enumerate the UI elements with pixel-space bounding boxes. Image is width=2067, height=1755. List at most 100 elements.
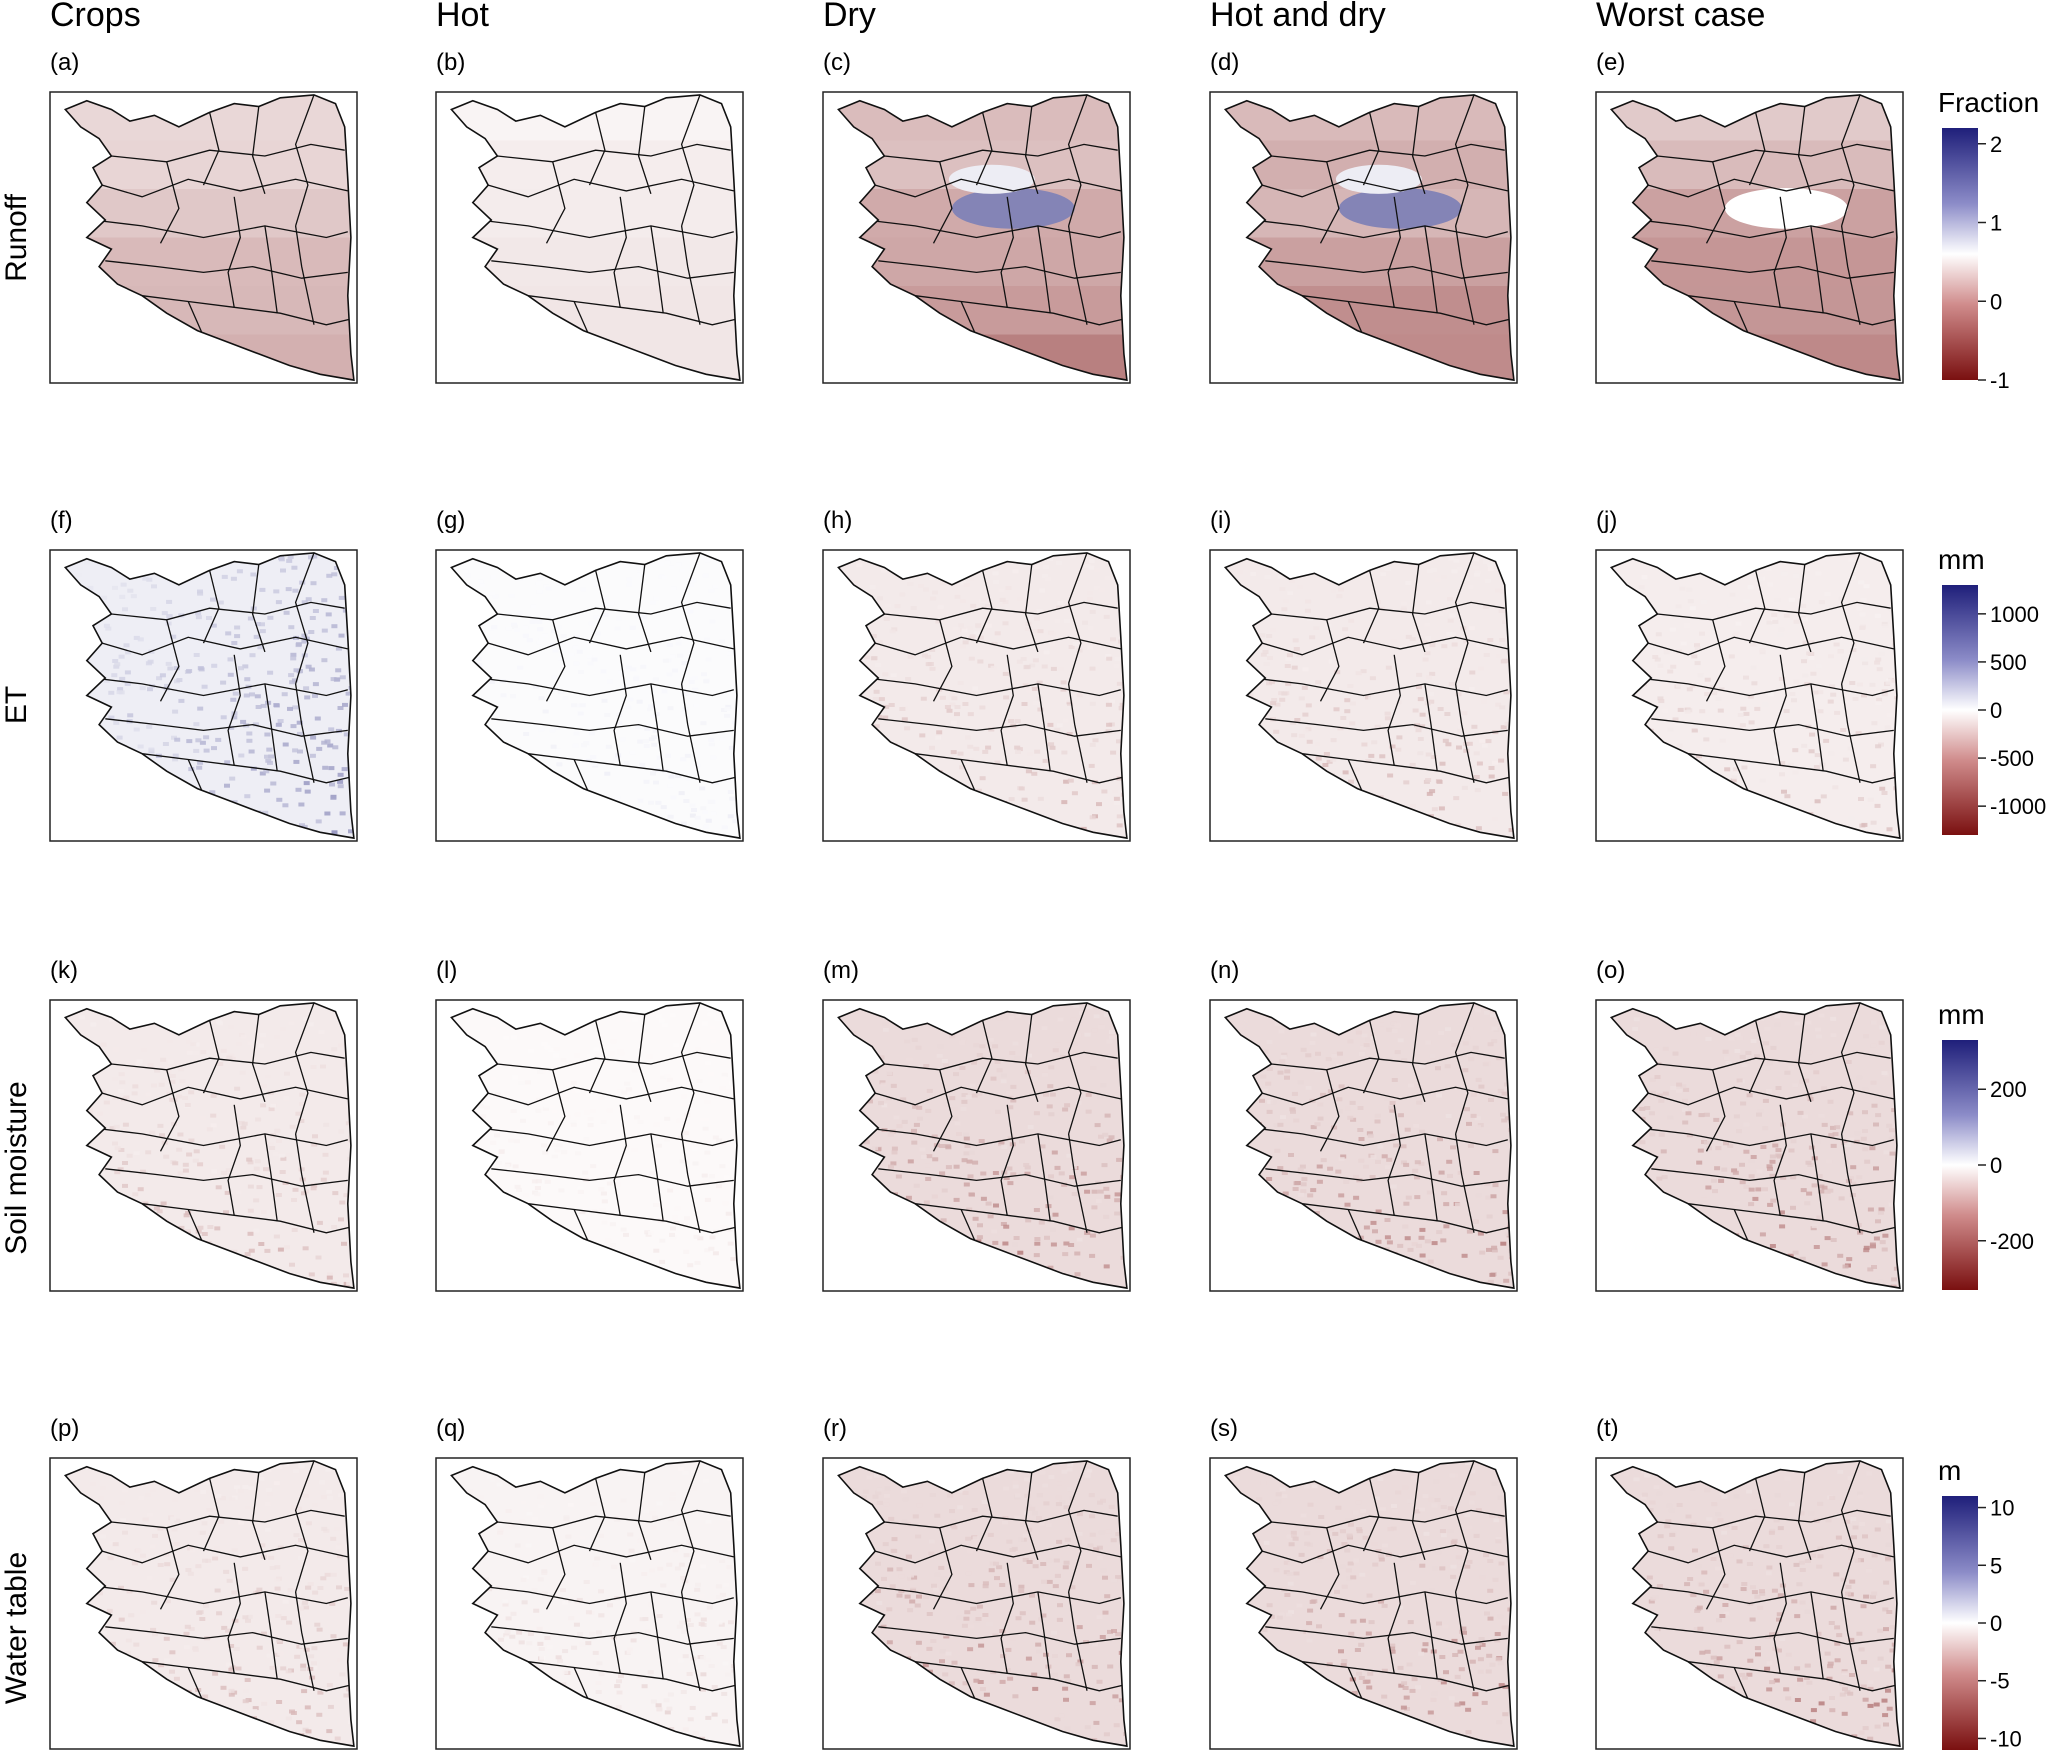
legend-tick-label: -200 bbox=[1990, 1229, 2034, 1254]
legend-tick-label: -1 bbox=[1990, 368, 2010, 393]
basin-boundary bbox=[1733, 301, 1751, 337]
basin-boundary bbox=[1657, 601, 1891, 621]
legend-title: Fraction bbox=[1938, 87, 2039, 118]
basin-boundary bbox=[142, 753, 352, 784]
map-panel-b: (b) bbox=[435, 49, 744, 384]
legend-tick-label: 0 bbox=[1990, 698, 2002, 723]
basin-boundary bbox=[960, 759, 978, 795]
basin-boundary bbox=[1302, 1203, 1512, 1234]
basin-boundary bbox=[975, 112, 993, 186]
basin-boundary bbox=[264, 683, 278, 772]
basin-boundary bbox=[915, 295, 1125, 326]
basin-boundary bbox=[92, 1585, 348, 1605]
basin-boundary bbox=[142, 295, 352, 326]
basin-boundary bbox=[1265, 260, 1508, 279]
basin-boundary bbox=[1024, 106, 1039, 195]
basin-boundary bbox=[251, 1472, 266, 1561]
basin-boundary bbox=[573, 1667, 591, 1703]
basin-boundary bbox=[588, 1478, 606, 1552]
basin-boundary bbox=[528, 295, 738, 326]
basin-boundary bbox=[1411, 106, 1426, 195]
basin-boundary bbox=[1037, 683, 1051, 772]
basin-boundary bbox=[932, 1527, 953, 1610]
basin-boundary bbox=[1037, 1133, 1051, 1222]
basin-boundary bbox=[932, 619, 953, 702]
basin-boundary bbox=[1411, 564, 1426, 653]
legend-tick-label: 0 bbox=[1990, 289, 2002, 314]
basin-boundary bbox=[1262, 1544, 1508, 1564]
basin-boundary bbox=[878, 1168, 1121, 1187]
basin-boundary bbox=[491, 260, 734, 279]
basin-boundary bbox=[294, 1002, 315, 1135]
basin-boundary bbox=[637, 106, 652, 195]
basin-boundary bbox=[545, 1527, 566, 1610]
map-panel-o: (o) bbox=[1595, 957, 1904, 1292]
basin-boundary bbox=[111, 143, 345, 163]
map-fill bbox=[65, 552, 354, 839]
basin-boundary bbox=[1319, 161, 1340, 244]
basin-boundary bbox=[227, 196, 241, 308]
basin-boundary bbox=[1262, 636, 1508, 656]
panel-tag-j: (j) bbox=[1596, 507, 1617, 534]
basin-boundary bbox=[1347, 759, 1365, 795]
basin-boundary bbox=[1067, 683, 1088, 783]
basin-boundary bbox=[478, 1127, 734, 1147]
basin-boundary bbox=[202, 570, 220, 644]
panel-frame bbox=[49, 999, 358, 1292]
basin-boundary bbox=[1810, 1591, 1824, 1680]
panel-tag-q: (q) bbox=[436, 1415, 465, 1442]
basin-boundary bbox=[1362, 570, 1380, 644]
panel-tag-l: (l) bbox=[436, 957, 457, 984]
basin-boundary bbox=[1347, 1667, 1365, 1703]
basin-boundary bbox=[1840, 552, 1861, 685]
basin-boundary bbox=[1797, 106, 1812, 195]
basin-boundary bbox=[1252, 677, 1508, 697]
legend-tick-label: -10 bbox=[1990, 1726, 2022, 1751]
legend-tick-label: 0 bbox=[1990, 1611, 2002, 1636]
basin-boundary bbox=[111, 1051, 345, 1071]
basin-boundary bbox=[1454, 1133, 1475, 1233]
basin-boundary bbox=[545, 619, 566, 702]
basin-boundary bbox=[1265, 1626, 1508, 1645]
basin-boundary bbox=[1387, 654, 1401, 766]
basin-boundary bbox=[884, 601, 1118, 621]
basin-boundary bbox=[1387, 1104, 1401, 1216]
basin-boundary bbox=[1648, 1544, 1894, 1564]
basin-boundary bbox=[1748, 1478, 1766, 1552]
legend-tick-label: 10 bbox=[1990, 1496, 2014, 1521]
basin-boundary bbox=[491, 1168, 734, 1187]
basin-boundary bbox=[187, 1209, 205, 1245]
basin-boundary bbox=[1000, 196, 1014, 308]
basin-boundary bbox=[142, 1661, 352, 1692]
basin-boundary bbox=[613, 1562, 627, 1674]
panel-tag-b: (b) bbox=[436, 49, 465, 76]
basin-boundary bbox=[497, 143, 731, 163]
basin-boundary bbox=[1454, 552, 1475, 685]
basin-boundary bbox=[159, 1069, 180, 1152]
basin-boundary bbox=[865, 219, 1121, 239]
panel-tag-d: (d) bbox=[1210, 49, 1239, 76]
basin-boundary bbox=[1302, 295, 1512, 326]
map-fill bbox=[451, 1002, 740, 1289]
basin-boundary bbox=[960, 1667, 978, 1703]
panel-tag-s: (s) bbox=[1210, 1415, 1238, 1442]
map-panel-i: (i) bbox=[1209, 507, 1518, 842]
basin-boundary bbox=[1037, 1591, 1051, 1680]
panel-frame bbox=[822, 91, 1131, 384]
basin-boundary bbox=[294, 225, 315, 325]
legend-colorbar bbox=[1942, 1040, 1978, 1290]
basin-boundary bbox=[960, 301, 978, 337]
basin-boundary bbox=[497, 1051, 731, 1071]
basin-boundary bbox=[1638, 219, 1894, 239]
basin-boundary bbox=[478, 677, 734, 697]
basin-boundary bbox=[588, 1020, 606, 1094]
basin-boundary bbox=[1657, 1509, 1891, 1529]
basin-boundary bbox=[1271, 143, 1505, 163]
basin-boundary bbox=[1302, 753, 1512, 784]
map-panel-q: (q) bbox=[435, 1415, 744, 1750]
basin-boundary bbox=[1387, 1562, 1401, 1674]
basin-boundary bbox=[878, 718, 1121, 737]
basin-boundary bbox=[1424, 1591, 1438, 1680]
basin-boundary bbox=[1648, 178, 1894, 198]
basin-boundary bbox=[1362, 112, 1380, 186]
